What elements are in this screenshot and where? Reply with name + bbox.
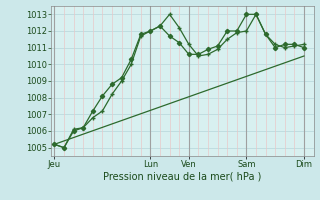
X-axis label: Pression niveau de la mer( hPa ): Pression niveau de la mer( hPa ) — [103, 172, 261, 182]
